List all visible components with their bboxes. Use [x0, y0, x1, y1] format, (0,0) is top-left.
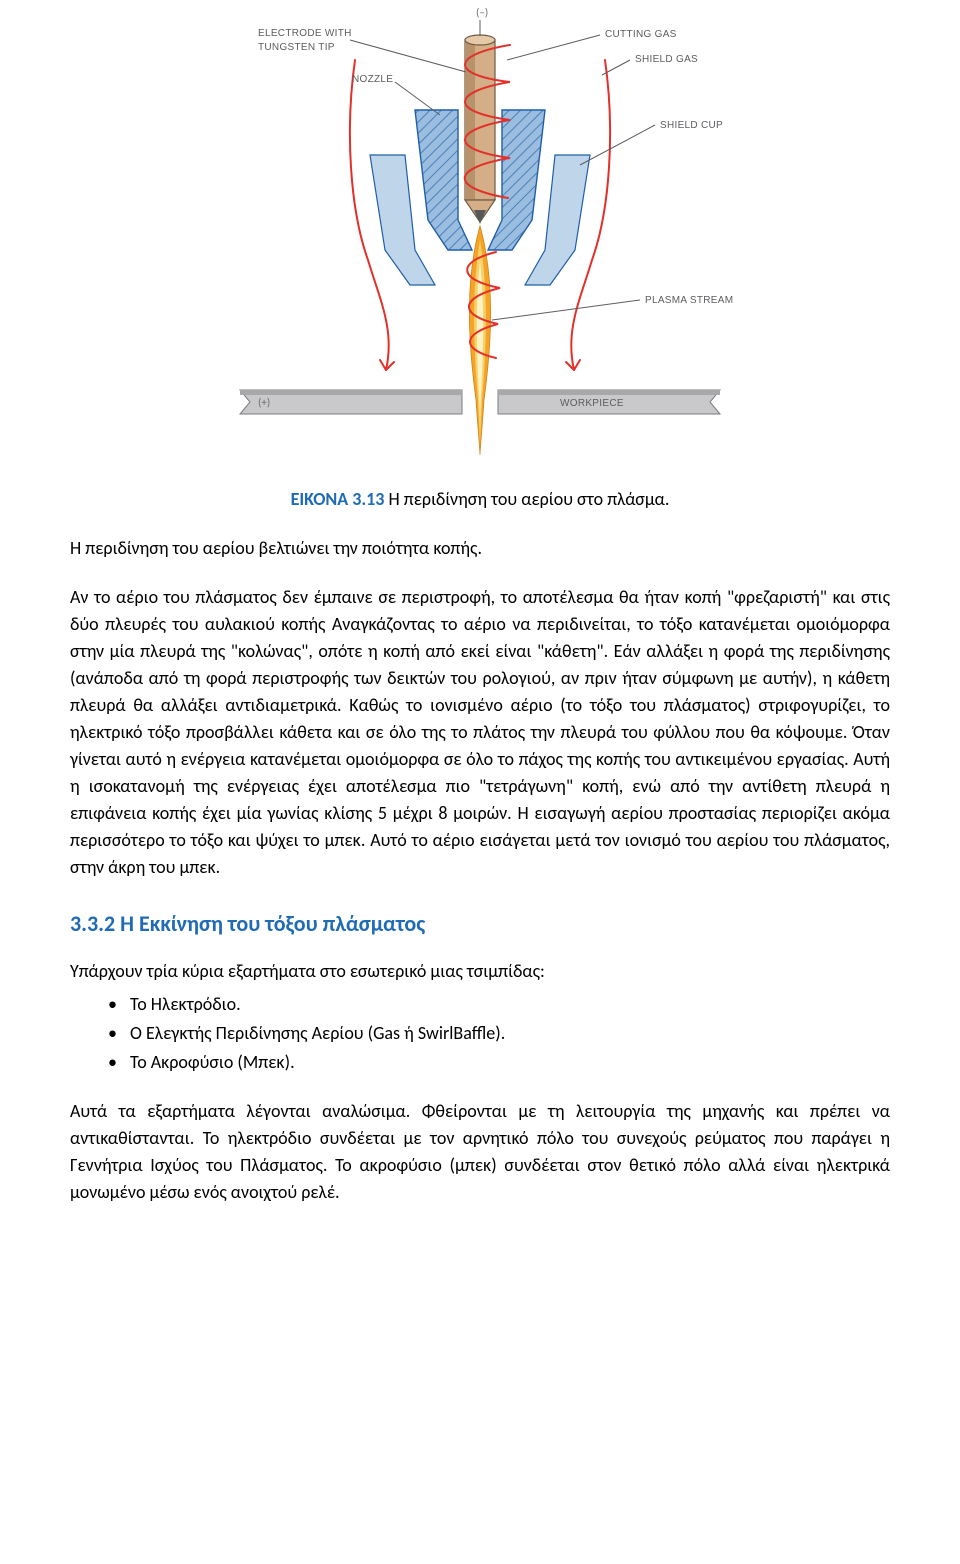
caption-lead: ΕΙΚΟΝΑ 3.13: [291, 488, 385, 510]
plasma-torch-diagram: (+) WORKPIECE: [200, 0, 760, 460]
paragraph-2: Αν το αέριο του πλάσματος δεν έμπαινε σε…: [70, 584, 890, 881]
polarity-neg-label: (–): [476, 6, 488, 19]
plasma-stream-label: PLASMA STREAM: [645, 295, 733, 306]
list-intro: Υπάρχουν τρία κύρια εξαρτήματα στο εσωτε…: [70, 958, 890, 985]
electrode-label-2: TUNGSTEN TIP: [258, 42, 335, 53]
list-item: Το Ακροφύσιο (Μπεκ).: [108, 1049, 890, 1076]
figure-caption: ΕΙΚΟΝΑ 3.13 Η περιδίνηση του αερίου στο …: [70, 486, 890, 513]
cutting-gas-label: CUTTING GAS: [605, 29, 677, 40]
electrode: [465, 35, 495, 224]
section-heading: 3.3.2 Η Εκκίνηση του τόξου πλάσματος: [70, 907, 890, 940]
shield-gas-label: SHIELD GAS: [635, 54, 698, 65]
list-item: Το Ηλεκτρόδιο.: [108, 991, 890, 1018]
workpiece-label: WORKPIECE: [560, 398, 624, 409]
paragraph-1: Η περιδίνηση του αερίου βελτιώνει την πο…: [70, 535, 890, 562]
electrode-label-1: ELECTRODE WITH: [258, 28, 352, 39]
shield-cup-label: SHIELD CUP: [660, 120, 723, 131]
parts-list: Το Ηλεκτρόδιο. Ο Ελεγκτής Περιδίνησης Αε…: [70, 991, 890, 1076]
figure-container: (+) WORKPIECE: [70, 0, 890, 468]
polarity-pos-label: (+): [258, 396, 270, 409]
caption-text: Η περιδίνηση του αερίου στο πλάσμα.: [384, 488, 669, 510]
nozzle-label: NOZZLE: [352, 74, 393, 85]
paragraph-3: Αυτά τα εξαρτήματα λέγονται αναλώσιμα. Φ…: [70, 1098, 890, 1206]
list-item: Ο Ελεγκτής Περιδίνησης Αερίου (Gas ή Swi…: [108, 1020, 890, 1047]
